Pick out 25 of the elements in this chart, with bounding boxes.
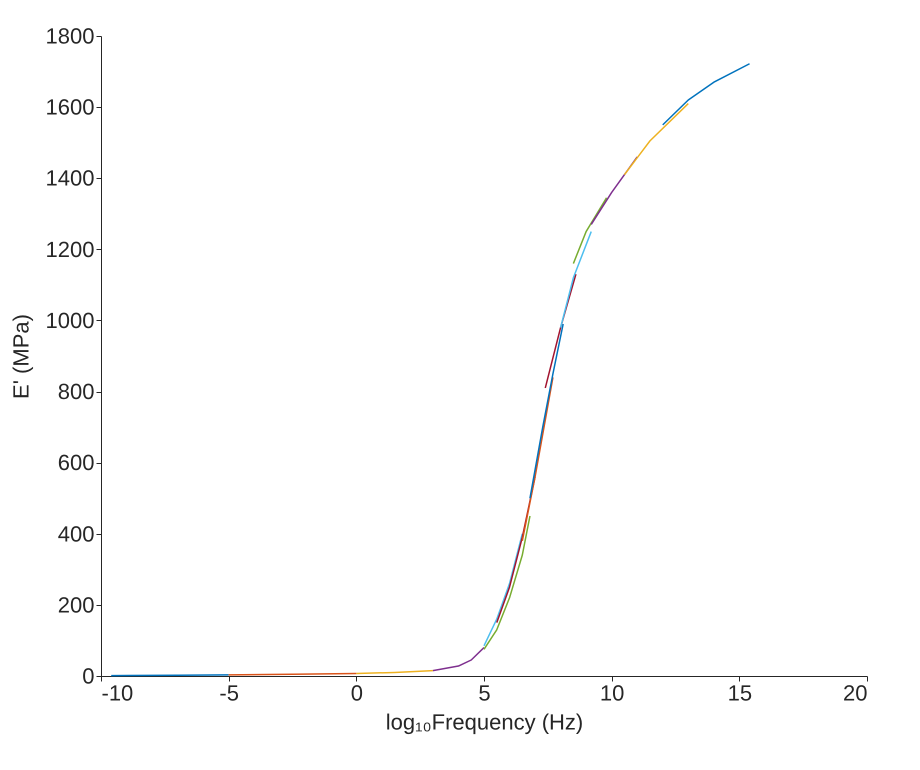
x-tick-label: -5 [219,680,239,706]
line-series [432,646,485,672]
y-tick-label: 1400 [46,166,94,191]
x-tick-label: -10 [102,680,134,706]
y-tick-label: 800 [58,379,94,404]
x-tick-label: 10 [600,680,624,706]
y-tick-label: 200 [58,592,94,618]
y-tick-label: 0 [82,664,94,688]
line-series [483,533,524,647]
y-tick-label: 1200 [46,236,94,262]
y-tick-label: 1600 [46,94,94,120]
x-tick-label: 0 [350,680,363,706]
x-tick-label: 15 [728,680,752,706]
y-tick-label: 1800 [46,24,94,48]
y-tick-label: 1000 [46,308,94,333]
line-series [662,62,750,126]
line-series [483,515,531,650]
x-axis-title: log₁₀Frequency (Hz) [386,710,584,734]
y-tick-label: 600 [58,450,94,476]
x-tick-label: 5 [478,680,491,706]
y-tick-label: 400 [58,521,94,546]
line-series [529,323,564,499]
x-tick-label: 20 [843,680,868,706]
y-axis-title: E' (MPa) [8,314,34,399]
line-series [522,376,554,542]
